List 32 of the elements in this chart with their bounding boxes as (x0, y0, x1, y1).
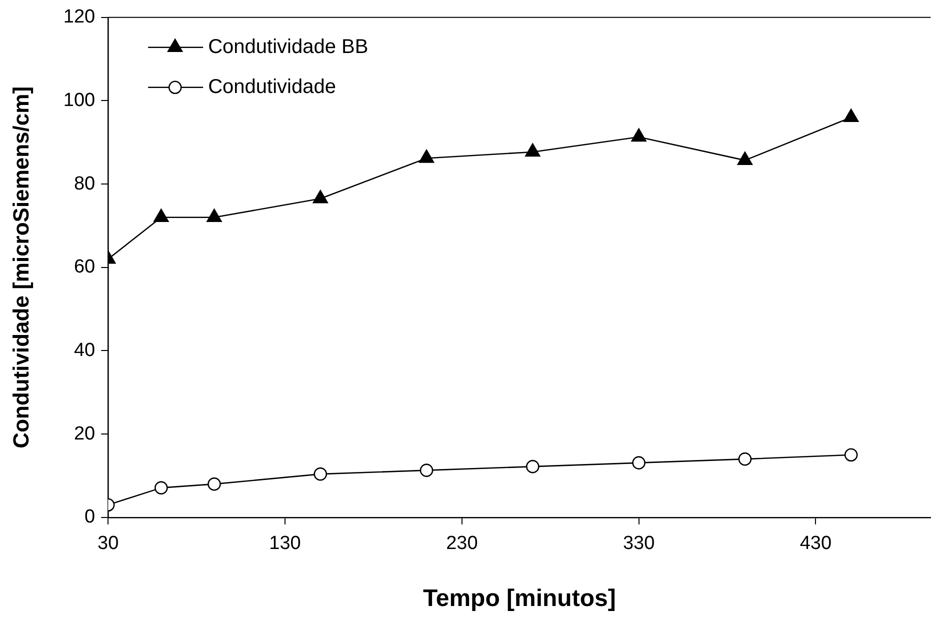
point (844, 448, 858, 462)
point (206, 208, 222, 222)
y-tick-label: 60 (74, 256, 96, 278)
point (632, 456, 646, 470)
y-tick-label: 40 (74, 340, 96, 361)
y-tick-label: 80 (74, 173, 96, 194)
y-tick-label: 0 (84, 506, 96, 528)
point (418, 150, 434, 163)
x-tick-label: 130 (269, 533, 301, 554)
y-axis-title: Condutividade [microSiemens/cm] (8, 86, 34, 448)
point (631, 128, 646, 142)
x-tick-label: 230 (446, 533, 478, 554)
point (738, 452, 752, 466)
y-tick-label: 120 (63, 6, 96, 28)
point (525, 143, 540, 157)
point (154, 481, 168, 494)
x-axis-title: Tempo [minutos] (422, 585, 616, 612)
y-tick-label: 20 (74, 423, 96, 444)
point (314, 467, 328, 481)
point (154, 208, 169, 222)
point (208, 477, 221, 491)
legend-label: Condutividade BB (208, 36, 368, 58)
x-tick-label: 30 (98, 533, 119, 554)
legend-label: Condutividade (208, 76, 336, 98)
x-tick-label: 330 (622, 533, 655, 554)
point (737, 152, 753, 165)
point (526, 460, 540, 474)
point (420, 464, 434, 477)
point (844, 108, 859, 122)
x-tick-label: 430 (800, 533, 832, 554)
point (312, 190, 328, 204)
y-tick-label: 100 (63, 90, 96, 111)
